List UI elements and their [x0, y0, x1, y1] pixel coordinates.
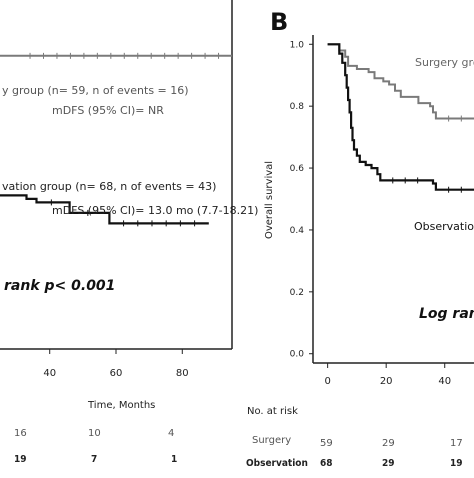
panel-a-risk-surgery-2: 10	[88, 428, 101, 439]
panel-a-x-tick-label: 40	[43, 368, 56, 379]
panel-b-x-tick-label: 20	[380, 376, 393, 387]
panel-a-x-tick-label: 80	[176, 368, 189, 379]
panel-a-risk-observation-2: 7	[91, 454, 97, 465]
panel-a-curves	[0, 52, 232, 227]
panel-a-risk-surgery-1: 16	[14, 428, 27, 439]
panel-b-y-ticks: 0.0 0.2 0.4 0.6 0.8 1.0	[290, 40, 313, 360]
panel-b-x-ticks: 0 20 40	[324, 363, 451, 387]
panel-b: B 0.0 0.2 0.4 0.6 0.8 1.0 0 20 40 Overall survi…	[246, 8, 474, 469]
panel-a-surgery-mdfs: mDFS (95% CI)= NR	[52, 104, 164, 117]
panel-b-y-tick-label: 0.2	[290, 288, 304, 298]
risk-surgery-3: 17	[450, 438, 463, 449]
panel-b-surgery-label: Surgery gro	[415, 56, 474, 69]
panel-b-observation-label: Observation	[414, 220, 474, 233]
panel-b-logrank: Log rank	[419, 306, 474, 322]
panel-a-risk-surgery-3: 4	[168, 428, 174, 439]
panel-a-surgery-label: y group (n= 59, n of events = 16)	[2, 84, 189, 97]
risk-row-surgery-label: Surgery	[252, 435, 291, 446]
panel-b-y-tick-label: 1.0	[290, 40, 305, 50]
risk-row-observation-label: Observation	[246, 458, 308, 469]
risk-table-title: No. at risk	[247, 406, 298, 417]
panel-b-label: B	[270, 8, 288, 36]
risk-surgery-1: 59	[320, 438, 333, 449]
panel-a-x-axis-title: Time, Months	[87, 400, 155, 411]
risk-observation-3: 19	[450, 458, 463, 469]
panel-b-y-tick-label: 0.4	[290, 226, 305, 236]
panel-b-curves	[327, 43, 474, 193]
panel-b-y-tick-label: 0.6	[290, 164, 305, 174]
panel-a-series-1-line	[0, 194, 209, 225]
panel-b-series-1-line	[327, 43, 474, 191]
panel-a: 40 60 80 y group (n= 59, n of events = 16)…	[0, 0, 258, 465]
risk-surgery-2: 29	[382, 438, 395, 449]
panel-b-y-tick-label: 0.0	[290, 350, 305, 360]
panel-a-observation-label: vation group (n= 68, n of events = 43)	[2, 180, 216, 193]
panel-b-series-0-line	[327, 43, 474, 120]
panel-a-observation-mdfs: mDFS (95% CI)= 13.0 mo (7.7-18.21)	[52, 204, 258, 217]
panel-a-x-tick-label: 60	[110, 368, 123, 379]
panel-b-y-tick-label: 0.8	[290, 102, 305, 112]
panel-b-y-axis-title: Overall survival	[264, 161, 275, 239]
panel-a-x-ticks: 40 60 80	[43, 349, 189, 379]
risk-observation-2: 29	[382, 458, 395, 469]
risk-observation-1: 68	[320, 458, 333, 469]
panel-a-risk-observation-1: 19	[14, 454, 27, 465]
panel-b-x-tick-label: 40	[438, 376, 451, 387]
panel-b-x-tick-label: 0	[324, 376, 330, 387]
panel-a-logrank: rank p< 0.001	[4, 278, 115, 294]
panel-a-risk-observation-3: 1	[171, 454, 177, 465]
